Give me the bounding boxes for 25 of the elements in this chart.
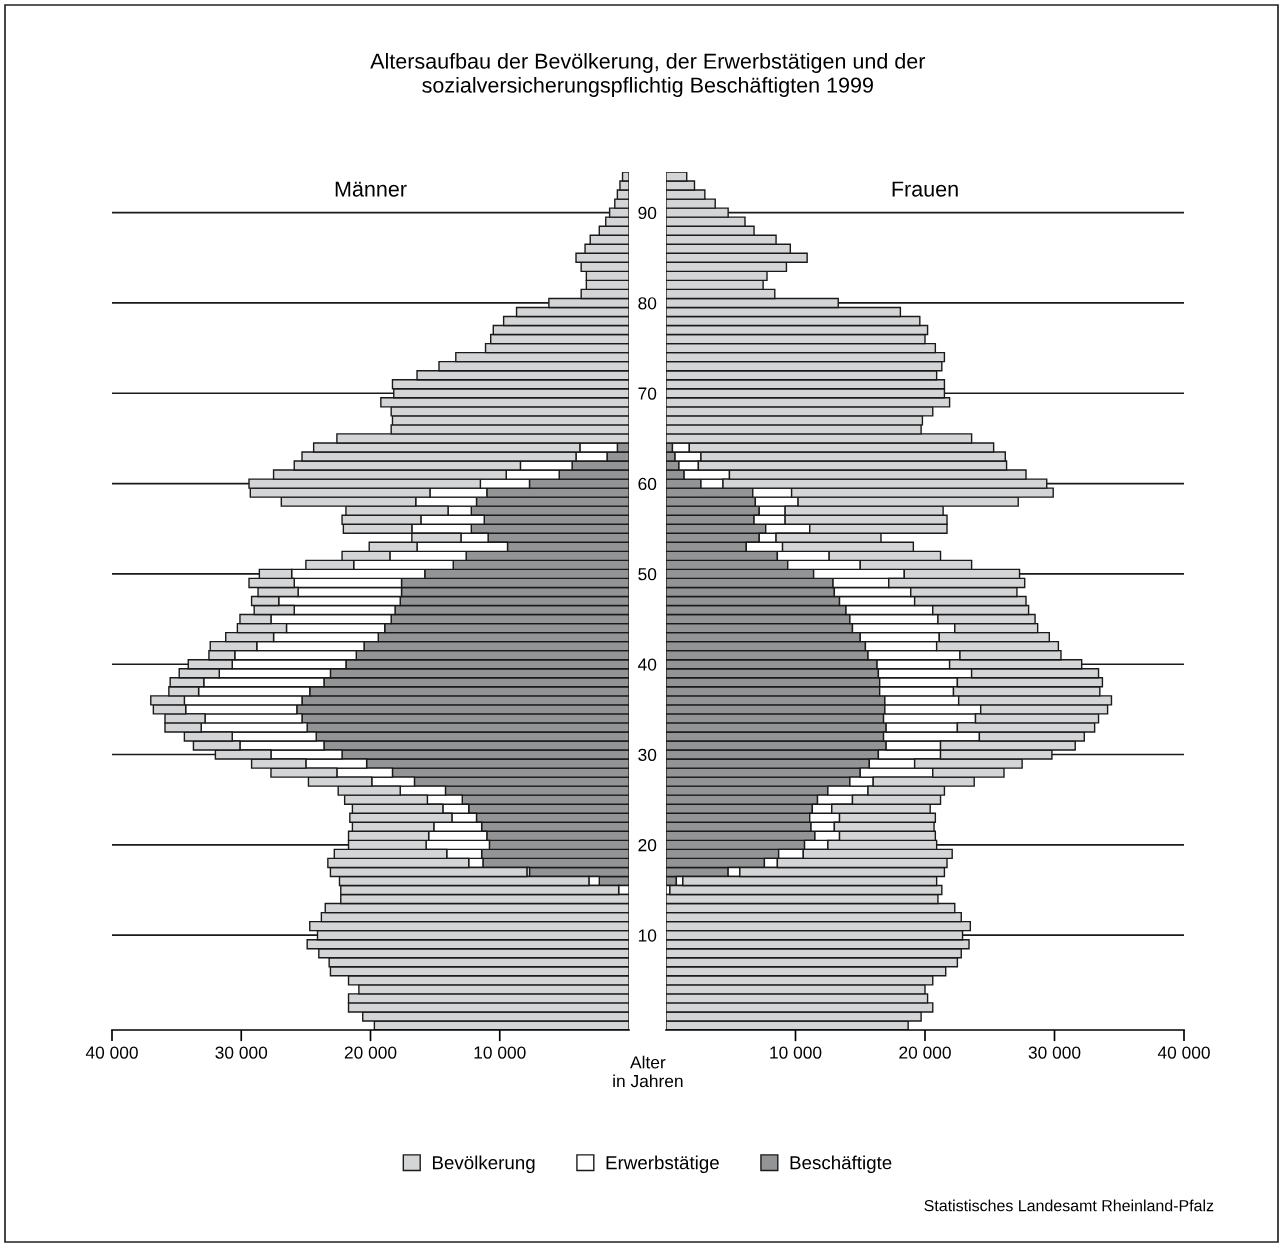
x-tick-label: 40 000 bbox=[85, 1046, 138, 1059]
y-tick-label: 20 bbox=[638, 839, 657, 852]
chart-subtitle: Frauen bbox=[892, 181, 958, 197]
legend-label: Beschäftigte bbox=[790, 1155, 892, 1174]
x-tick-label: 10 000 bbox=[474, 1046, 526, 1059]
x-tick-label: 30 000 bbox=[1028, 1046, 1081, 1059]
text: Statistisches Landesamt Rheinland-Pfalz bbox=[924, 1199, 1214, 1212]
x-tick-label: 20 000 bbox=[899, 1046, 951, 1059]
x-tick-label: 20 000 bbox=[344, 1046, 397, 1059]
x-tick-label: 30 000 bbox=[215, 1046, 268, 1059]
x-tick-label: 40 000 bbox=[1157, 1046, 1210, 1059]
y-tick-label: 30 bbox=[638, 748, 657, 761]
y-tick-label: 60 bbox=[638, 477, 657, 491]
y-tick-label: 50 bbox=[638, 568, 657, 581]
y-axis-title: Alter in Jahren bbox=[613, 1055, 683, 1088]
chart-subtitle: Männer bbox=[335, 181, 407, 197]
legend-label: Bevölkerung bbox=[432, 1155, 535, 1174]
chart-title: Altersaufbau der Bevölkerung, der Erwerbstätigen und der sozialversicherungspflichtig Beschäftigten 1999 bbox=[370, 52, 926, 98]
y-tick-label: 70 bbox=[638, 387, 657, 400]
x-tick-label: 10 000 bbox=[770, 1046, 822, 1059]
y-tick-label: 10 bbox=[638, 929, 657, 942]
y-tick-label: 40 bbox=[637, 658, 657, 671]
legend-label: Erwerbstätige bbox=[606, 1155, 719, 1174]
y-tick-label: 80 bbox=[638, 297, 657, 310]
y-tick-label: 90 bbox=[638, 206, 657, 220]
